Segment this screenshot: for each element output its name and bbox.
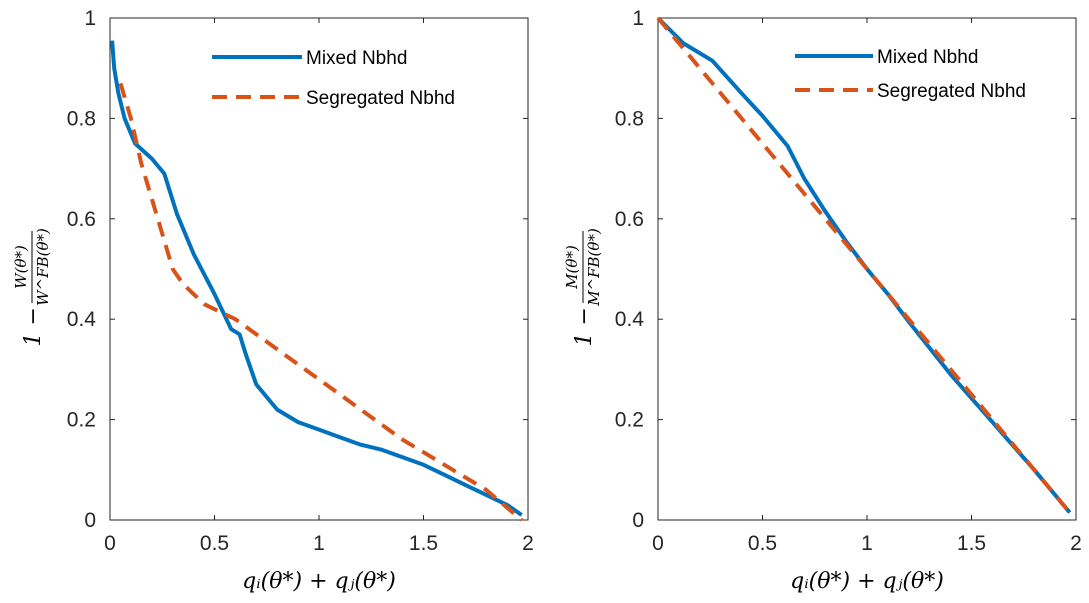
series-line-mixed bbox=[656, 16, 1072, 514]
legend-label: Mixed Nbhd bbox=[306, 48, 407, 69]
legend: Mixed Nbhd Segregated Nbhd bbox=[212, 48, 455, 109]
x-tick-label: 2 bbox=[1070, 532, 1082, 555]
y-tick-label: 0 bbox=[632, 509, 644, 532]
x-tick-label: 1.5 bbox=[957, 532, 986, 555]
y-label-denominator: W^FB(θ*) bbox=[34, 228, 52, 306]
y-tick-label: 1 bbox=[84, 7, 96, 30]
y-tick-label: 0.2 bbox=[67, 409, 96, 432]
y-tick-label: 0.8 bbox=[615, 107, 644, 130]
x-axis-label: qᵢ(θ*) + qⱼ(θ*) bbox=[242, 569, 396, 594]
x-tick-label: 0 bbox=[652, 532, 664, 555]
y-tick-label: 0.8 bbox=[67, 107, 96, 130]
y-label-prefix: 1 − bbox=[21, 307, 46, 346]
legend: Mixed Nbhd Segregated Nbhd bbox=[795, 47, 1026, 102]
series-line-segregated bbox=[656, 16, 1072, 514]
x-tick-label: 0 bbox=[104, 532, 116, 555]
x-tick-label: 1 bbox=[861, 532, 873, 555]
x-tick-label: 1 bbox=[313, 532, 325, 555]
y-tick-label: 0.4 bbox=[67, 308, 97, 331]
y-tick-label: 1 bbox=[632, 7, 644, 30]
y-axis-label: 1 − M(θ*) M^FB(θ*) bbox=[563, 228, 603, 346]
chart-panel-2: 0 0.5 1 1.5 2 0 0.2 0.4 0.6 0.8 1 Mixed Nbhd Segrega… bbox=[563, 7, 1082, 594]
x-tick-label: 1.5 bbox=[409, 532, 438, 555]
y-tick-label: 0.6 bbox=[615, 208, 644, 231]
x-axis-label: qᵢ(θ*) + qⱼ(θ*) bbox=[790, 569, 944, 594]
series-line-segregated bbox=[118, 82, 523, 522]
y-label-prefix: 1 − bbox=[572, 307, 597, 346]
series-line-mixed bbox=[110, 40, 523, 517]
y-tick-label: 0.2 bbox=[615, 409, 644, 432]
y-tick-label: 0.6 bbox=[67, 208, 96, 231]
y-label-numerator: M(θ*) bbox=[563, 245, 581, 290]
y-tick-label: 0.4 bbox=[615, 308, 645, 331]
y-tick-label: 0 bbox=[84, 509, 96, 532]
y-label-numerator: W(θ*) bbox=[12, 245, 30, 289]
y-label-denominator: M^FB(θ*) bbox=[585, 228, 603, 307]
legend-label: Mixed Nbhd bbox=[877, 47, 978, 68]
chart-panel-1: 0 0.5 1 1.5 2 0 0.2 0.4 0.6 0.8 1 Mixed Nbhd Segrega… bbox=[12, 7, 534, 594]
legend-label: Segregated Nbhd bbox=[306, 88, 455, 109]
x-tick-label: 0.5 bbox=[200, 532, 229, 555]
legend-label: Segregated Nbhd bbox=[877, 81, 1026, 102]
y-axis-label: 1 − W(θ*) W^FB(θ*) bbox=[12, 228, 52, 346]
x-tick-label: 0.5 bbox=[748, 532, 777, 555]
x-tick-label: 2 bbox=[522, 532, 534, 555]
